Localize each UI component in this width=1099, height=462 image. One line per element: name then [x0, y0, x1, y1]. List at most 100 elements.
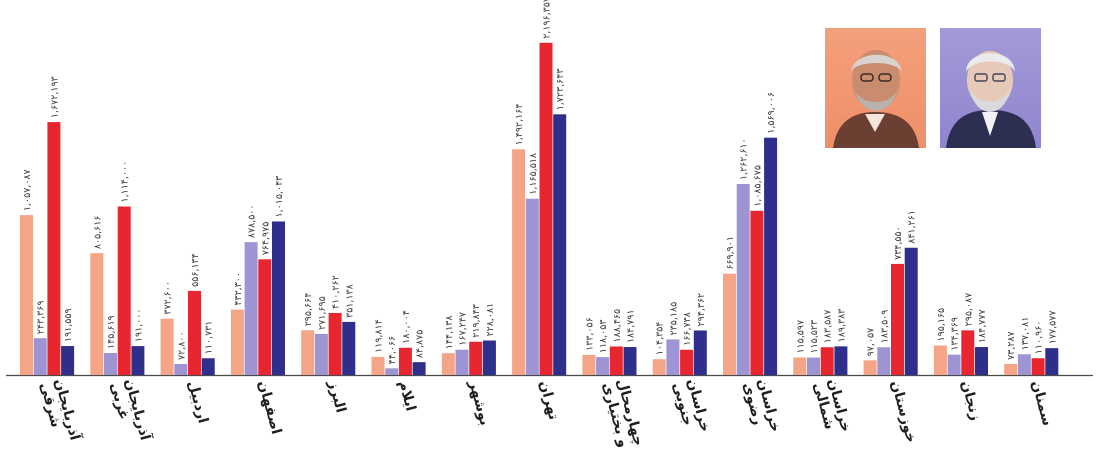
bar-value-label: ۲۳۵,۱۸۵: [668, 302, 679, 336]
bar-value-label: ۱,۱۱۴,۰۰۰: [120, 161, 131, 203]
bar-value-label: ۷۲,۸۰۰: [176, 331, 187, 360]
bar-11-series-1: [723, 273, 736, 375]
bar-4-series-2: [244, 242, 258, 375]
bar-5-series-4: [342, 321, 356, 375]
category-label-line: بوشهر: [465, 378, 493, 427]
bar-value-label: ۱۳۷,۰۸۱: [1020, 317, 1031, 351]
bar-7-series-2: [455, 349, 469, 375]
bar-4-series-3: [258, 259, 272, 375]
bar-7-series-1: [441, 353, 455, 375]
bar-13-series-4: [904, 247, 918, 375]
category-label: اصفهان: [255, 379, 285, 436]
bar-value-label: ۱۸۴,۷۹۱: [626, 309, 637, 343]
bar-15-series-2: [1017, 354, 1031, 375]
bar-value-label: ۱۸۰,۰۰۴: [401, 310, 412, 344]
bar-value-label: ۱,۱۶۵,۵۱۸: [528, 153, 539, 195]
bar-12-series-3: [820, 347, 834, 375]
bar-12-series-1: [793, 357, 807, 375]
bar-value-label: ۲,۱۹۶,۳۵۷: [542, 0, 553, 39]
bar-8-series-4: [553, 114, 567, 375]
bar-value-label: ۱۹۱,۵۵۹: [63, 308, 74, 342]
bar-14-series-1: [933, 345, 947, 375]
bar-5-series-3: [328, 312, 342, 375]
bar-14-series-2: [947, 354, 961, 375]
bar-value-label: ۱۴۵,۶۱۹: [106, 315, 117, 349]
bar-value-label: ۱۶۶,۷۳۸: [682, 312, 693, 346]
category-label: خوزستان: [887, 379, 919, 445]
bar-11-series-2: [736, 184, 750, 375]
bar-1-series-4: [61, 346, 75, 375]
bar-15-series-1: [1004, 363, 1018, 375]
bar-11-series-4: [764, 137, 778, 375]
bar-value-label: ۱۶۷,۲۴۷: [458, 312, 469, 346]
bar-8-series-1: [512, 149, 526, 375]
bar-3-series-4: [201, 358, 215, 375]
bar-value-label: ۷۳۴,۵۵۰: [893, 226, 904, 260]
bar-value-label: ۱,۴۹۲,۱۶۴: [514, 104, 525, 146]
bar-value-label: ۲۴۳,۳۶۹: [36, 301, 47, 335]
bar-13-series-2: [877, 347, 891, 375]
bar-6-series-2: [385, 368, 399, 375]
bar-value-label: ۱,۷۲۳,۶۴۳: [555, 69, 566, 111]
bar-value-label: ۴۳۲,۳۰۰: [233, 272, 244, 306]
category-label-line: ایلام: [395, 379, 418, 413]
category-label-line: خوزستان: [887, 379, 919, 445]
bar-6-series-1: [371, 356, 385, 375]
bar-6-series-4: [412, 362, 426, 375]
bar-10-series-2: [666, 339, 680, 375]
bar-5-series-2: [314, 333, 328, 375]
bar-value-label: ۲۹۴,۳۶۲: [696, 293, 707, 327]
bar-value-label: ۲۱۹,۸۴۳: [471, 304, 482, 338]
bar-value-label: ۱۸۸,۴۶۵: [612, 309, 623, 343]
bar-15-series-4: [1045, 348, 1059, 375]
bar-value-label: ۱۱۰,۷۳۱: [204, 321, 215, 355]
category-label-line: زنجان: [958, 379, 984, 422]
bar-8-series-2: [525, 198, 539, 375]
bar-value-label: ۱۱۹,۸۱۴: [374, 319, 385, 353]
bar-value-label: ۲۲۸,۰۸۱: [485, 303, 496, 337]
bar-5-series-1: [301, 330, 315, 375]
category-label: سمنان: [1028, 379, 1055, 428]
bar-3-series-2: [174, 363, 188, 375]
bar-1-series-3: [47, 122, 61, 375]
bar-value-label: ۹۷,۰۵۷: [866, 328, 877, 357]
bar-value-label: ۷۳,۲۸۷: [1006, 331, 1017, 360]
bar-value-label: ۴۱۰,۲۶۲: [331, 275, 342, 309]
bar-value-label: ۱۸۹,۳۸۳: [836, 309, 847, 343]
category-label: ایلام: [395, 379, 418, 413]
bar-value-label: ۷۶۴,۹۷۵: [260, 222, 271, 256]
category-label-line: سمنان: [1028, 379, 1055, 428]
bar-2-series-4: [131, 346, 145, 375]
bar-value-label: ۱,۲۶۲,۶۱۰: [739, 138, 750, 180]
bar-value-label: ۱۹۱,۰۰۰: [133, 308, 144, 342]
bar-9-series-4: [623, 347, 637, 375]
bar-10-series-1: [652, 359, 666, 375]
bar-4-series-4: [272, 221, 285, 375]
bar-2-series-2: [104, 352, 117, 375]
bar-1-series-1: [20, 215, 33, 375]
category-label: زنجان: [958, 379, 984, 422]
bar-value-label: ۸۴۱,۲۶۱: [907, 210, 918, 244]
bar-7-series-3: [469, 341, 483, 375]
bar-value-label: ۱,۰۱۵,۰۴۳: [274, 176, 285, 218]
bar-value-label: ۱۸۳,۵۸۷: [823, 310, 834, 344]
bar-value-label: ۵۵۶,۱۳۴: [190, 253, 201, 287]
bar-value-label: ۱۸۴,۷۷۷: [977, 309, 988, 343]
bar-13-series-3: [891, 263, 904, 375]
bar-15-series-3: [1031, 358, 1045, 375]
bar-8-series-3: [539, 42, 553, 376]
portrait-pezeshkian-icon: [833, 50, 919, 148]
bar-value-label: ۲۷۱,۶۹۵: [317, 296, 328, 330]
category-label: البرز: [325, 378, 349, 415]
bar-value-label: ۶۶۹,۹۰۱: [725, 236, 736, 270]
category-label-line: اصفهان: [255, 379, 285, 436]
bar-9-series-2: [596, 357, 610, 375]
bar-value-label: ۱۳۳,۰۵۶: [584, 317, 595, 351]
bar-value-label: ۲۹۵,۰۸۷: [963, 293, 974, 327]
bar-14-series-3: [961, 330, 975, 375]
bar-10-series-4: [693, 330, 707, 375]
